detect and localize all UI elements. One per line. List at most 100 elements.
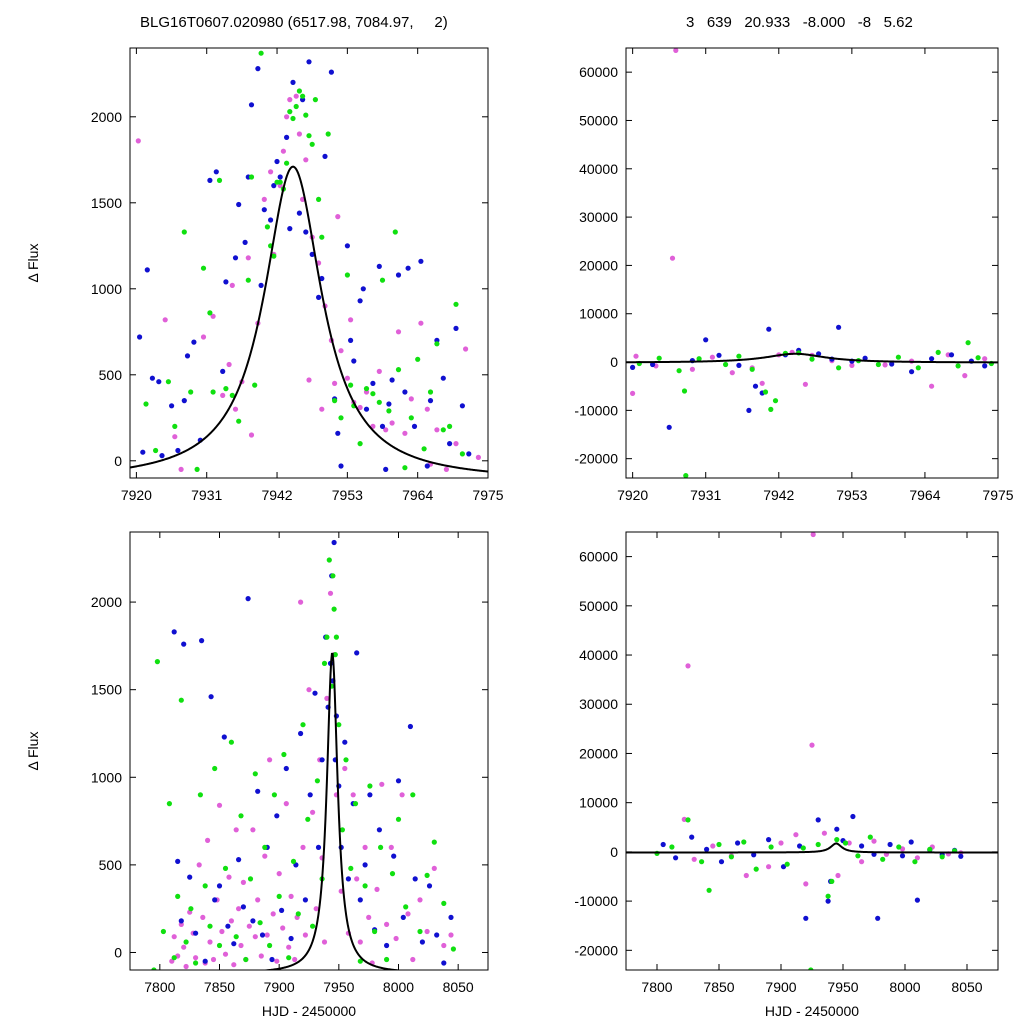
data-point xyxy=(326,557,332,563)
data-point xyxy=(710,843,716,849)
y-tick-label: 2000 xyxy=(91,594,122,610)
data-point xyxy=(210,313,216,319)
data-point xyxy=(236,857,242,863)
data-point xyxy=(418,320,424,326)
y-tick-label: 1500 xyxy=(91,195,122,211)
data-point xyxy=(226,874,232,880)
data-point xyxy=(255,788,261,794)
data-point xyxy=(223,386,229,392)
data-point xyxy=(441,900,447,907)
data-point xyxy=(896,844,902,850)
y-tick-label: 30000 xyxy=(579,209,618,225)
data-point xyxy=(171,629,177,635)
data-point xyxy=(716,352,722,358)
data-point xyxy=(343,757,349,763)
x-tick-label: 7953 xyxy=(836,487,867,503)
data-point xyxy=(210,956,217,963)
data-point xyxy=(149,375,155,381)
data-point xyxy=(310,923,316,929)
data-point xyxy=(441,942,447,949)
data-point xyxy=(374,886,380,893)
data-point xyxy=(226,361,232,368)
data-point xyxy=(306,59,312,65)
data-point xyxy=(339,827,345,833)
x-tick-label: 7920 xyxy=(121,487,152,503)
data-point xyxy=(835,872,841,879)
y-tick-label: 30000 xyxy=(579,696,618,712)
data-point xyxy=(277,174,283,180)
data-point xyxy=(298,730,304,737)
data-point xyxy=(389,377,395,383)
data-point xyxy=(200,265,207,271)
x-tick-label: 8050 xyxy=(443,979,474,995)
data-point xyxy=(280,925,286,931)
data-point xyxy=(683,473,689,478)
data-point xyxy=(342,765,348,772)
data-point xyxy=(137,334,143,340)
data-point xyxy=(723,361,729,368)
data-point xyxy=(400,914,406,921)
data-point xyxy=(207,923,213,929)
data-point xyxy=(232,255,239,261)
data-point xyxy=(264,932,270,938)
data-point xyxy=(709,354,716,360)
x-tick-label: 7950 xyxy=(827,979,858,995)
data-point xyxy=(440,375,446,381)
data-point xyxy=(248,174,255,180)
data-point xyxy=(333,634,339,640)
data-point xyxy=(408,415,414,421)
data-point xyxy=(232,406,239,412)
data-point xyxy=(181,398,187,404)
data-point xyxy=(284,160,290,166)
data-point xyxy=(295,911,301,917)
data-point xyxy=(207,939,213,945)
data-point xyxy=(233,934,239,940)
data-point xyxy=(383,466,389,472)
data-point xyxy=(335,214,341,220)
data-point xyxy=(269,956,275,963)
data-point xyxy=(751,852,757,858)
data-point xyxy=(175,858,181,865)
data-point xyxy=(321,660,328,667)
data-point xyxy=(262,844,268,851)
data-point xyxy=(284,114,290,120)
data-point xyxy=(431,839,437,845)
x-tick-label: 8050 xyxy=(951,979,982,995)
data-point xyxy=(212,765,218,772)
data-point xyxy=(300,844,306,851)
data-point xyxy=(929,383,935,389)
data-point xyxy=(875,915,881,921)
data-point xyxy=(271,253,277,259)
data-point xyxy=(240,904,246,910)
data-point xyxy=(193,955,199,961)
data-point xyxy=(316,196,322,202)
data-point xyxy=(453,441,459,447)
data-point xyxy=(440,427,446,433)
data-point xyxy=(395,778,402,784)
x-axis-label: HJD - 2450000 xyxy=(765,1003,859,1019)
data-point xyxy=(459,451,465,457)
data-point xyxy=(880,856,886,862)
y-tick-label: 500 xyxy=(99,857,123,873)
data-point xyxy=(233,827,239,833)
data-point xyxy=(842,840,849,846)
data-point xyxy=(280,148,286,154)
y-tick-label: -10000 xyxy=(574,402,618,418)
data-point xyxy=(859,843,865,849)
data-point xyxy=(408,396,414,402)
data-point xyxy=(229,392,235,398)
data-point xyxy=(370,391,376,397)
data-point xyxy=(393,935,399,942)
data-point xyxy=(302,932,308,938)
data-point xyxy=(229,282,235,288)
data-point xyxy=(459,403,465,409)
data-point xyxy=(815,817,821,823)
data-point xyxy=(793,832,799,838)
data-point xyxy=(267,757,273,763)
data-point xyxy=(630,364,636,370)
data-point xyxy=(309,141,315,147)
data-point xyxy=(475,454,481,460)
data-point xyxy=(332,398,338,404)
data-point xyxy=(689,834,695,840)
